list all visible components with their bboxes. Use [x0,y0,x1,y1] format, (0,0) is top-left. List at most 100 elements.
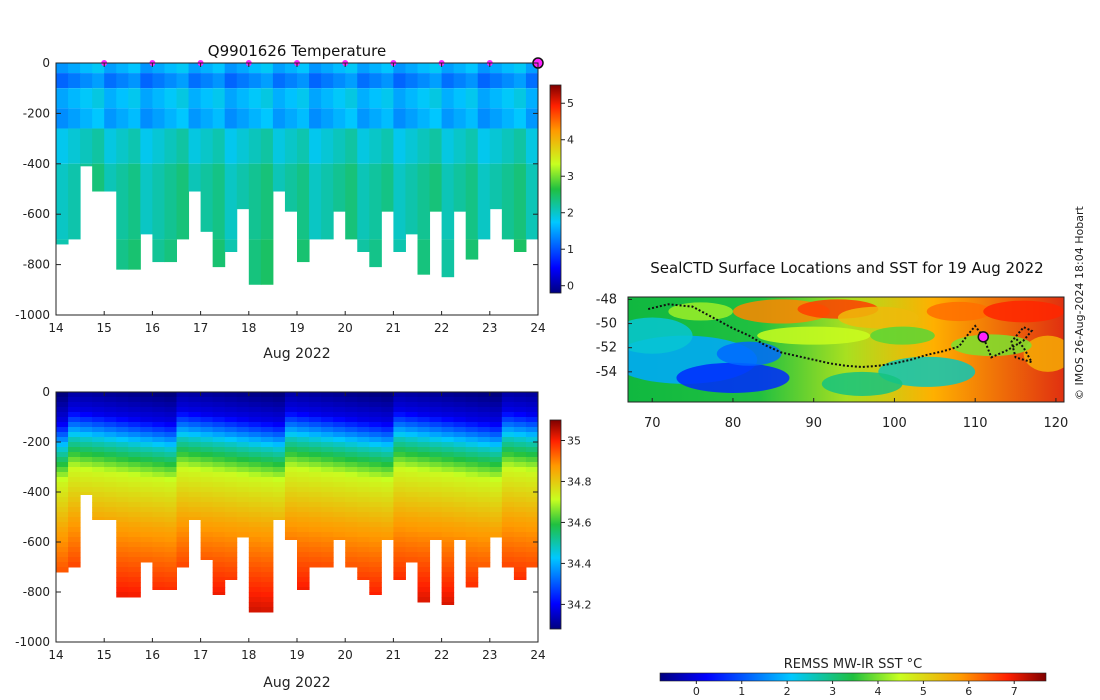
salinity-cell [297,567,310,573]
salinity-cell [393,502,406,508]
salinity-cell [116,462,129,468]
x-tick-label: 15 [97,648,112,662]
salinity-cell [297,562,310,568]
seal-track [647,303,1034,369]
salinity-cell [224,502,238,508]
map-x-tick-label: 100 [882,416,907,431]
temperature-cell [453,108,467,129]
salinity-cell [128,462,141,468]
temperature-cell [405,73,418,89]
salinity-cell [513,532,527,538]
salinity-cell [417,442,431,448]
temperature-cell [92,108,105,129]
salinity-cell [513,462,527,468]
salinity-cell [152,432,165,438]
map-frame [627,296,1065,403]
temperature-cell [164,128,177,164]
salinity-cell [405,422,418,428]
salinity-cell [297,422,310,428]
salinity-cell [429,422,443,428]
salinity-cell [441,447,455,453]
salinity-cell [80,417,93,423]
salinity-cell [56,477,69,483]
salinity-cell [92,412,105,418]
salinity-cell [236,472,250,478]
salinity-cell [501,447,515,453]
salinity-cell [333,527,346,533]
temperature-cell [477,108,491,129]
x-tick-label: 14 [48,321,63,335]
temperature-cell [369,239,382,268]
salinity-cell [453,407,467,413]
salinity-cell [56,532,69,538]
salinity-cell [441,552,455,558]
temperature-cell [56,88,69,109]
salinity-cell [417,577,431,583]
salinity-cell [309,412,322,418]
salinity-cell [212,532,226,538]
salinity-cell [381,402,394,408]
salinity-cell [489,432,503,438]
salinity-cell [501,442,515,448]
salinity-cell [68,532,81,538]
salinity-cell [56,502,69,508]
temperature-cell [538,73,551,88]
salinity-cell [56,542,69,548]
salinity-cell [236,532,250,538]
salinity-cell [369,527,382,533]
salinity-cell [236,522,250,528]
salinity-cell [513,517,527,523]
salinity-cell [152,467,165,473]
salinity-cell [489,417,503,423]
salinity-cell [104,502,117,508]
salinity-cell [369,557,382,563]
salinity-cell [453,477,467,483]
salinity-cell [104,467,117,473]
salinity-cell [429,467,443,473]
salinity-cell [128,492,141,498]
salinity-cell [441,392,455,398]
salinity-cell [188,462,202,468]
salinity-cell [321,512,334,518]
salinity-cell [321,517,334,523]
salinity-cell [80,412,93,418]
salinity-cell [525,547,538,553]
temperature-cell [477,88,491,109]
y-tick-label: -1000 [15,308,50,322]
salinity-cell [453,447,467,453]
salinity-cell [140,397,153,403]
salinity-cell [441,417,455,423]
salinity-cell [80,462,93,468]
salinity-cell [56,562,69,568]
salinity-cell [333,417,346,423]
salinity-cell [200,422,214,428]
salinity-cell [152,492,165,498]
temperature-cell [236,73,250,89]
salinity-cell [152,417,165,423]
temperature-cell [321,63,334,74]
temperature-cell [369,128,382,164]
salinity-cell [513,397,527,403]
salinity-cell [152,567,165,573]
salinity-cell [200,492,214,498]
salinity-cell [453,432,467,438]
salinity-cell [128,477,141,483]
salinity-cell [357,567,370,573]
salinity-cell [525,422,538,428]
salinity-cell [309,397,322,403]
salinity-cell [489,522,503,528]
salinity-cell [284,517,298,523]
salinity-cell [538,472,551,478]
salinity-cell [164,492,177,498]
temperature-cell [284,63,298,74]
temperature-cell [465,73,479,89]
salinity-cell [116,442,129,448]
salinity-cell [309,447,322,453]
x-tick-label: 15 [97,321,112,335]
salinity-cell [345,512,358,518]
salinity-cell [357,397,370,403]
salinity-cell [453,442,467,448]
salinity-cell [152,447,165,453]
salinity-cell [321,457,334,463]
temperature-cell [104,128,117,164]
